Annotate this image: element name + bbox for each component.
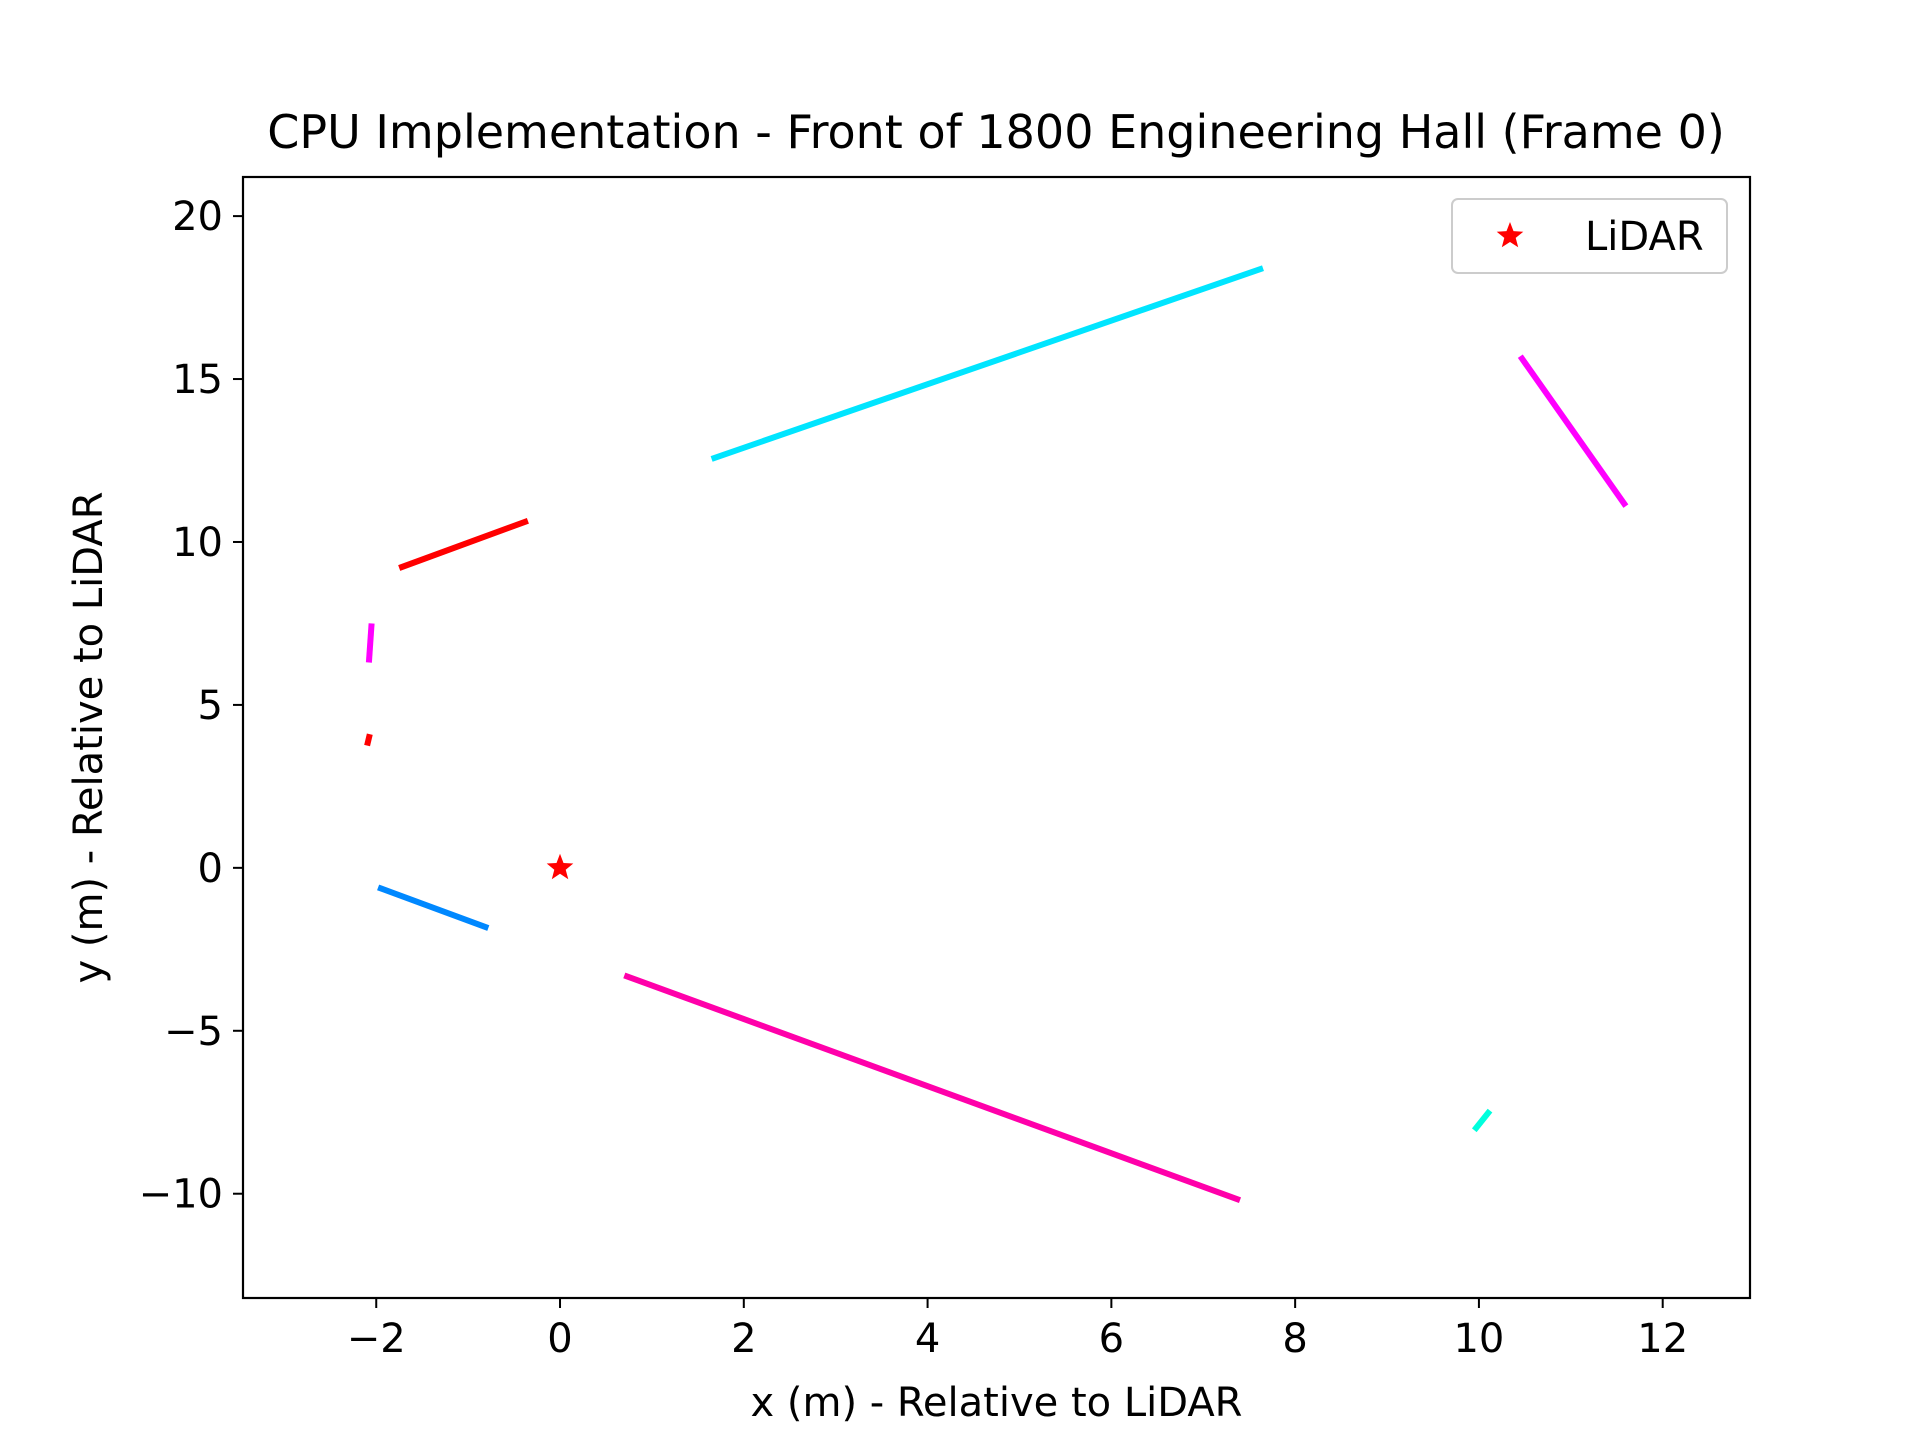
y-tick-label: −10 — [139, 1172, 223, 1218]
x-axis-ticks: −2 0 2 4 6 8 10 12 — [347, 1298, 1688, 1362]
x-tick-label: 4 — [915, 1316, 940, 1362]
line-segment-1 — [710, 265, 1264, 462]
legend: LiDAR — [1451, 198, 1728, 274]
plot-frame — [241, 175, 1752, 1300]
line-segment-5 — [364, 733, 373, 747]
y-tick-label: 10 — [172, 520, 223, 566]
line-segment-4 — [365, 623, 375, 663]
x-tick-label: 10 — [1453, 1316, 1504, 1362]
y-tick-label: 0 — [198, 846, 223, 892]
lidar-marker — [546, 853, 574, 880]
x-tick-label: 0 — [547, 1316, 572, 1362]
y-tick-label: −5 — [164, 1009, 223, 1055]
x-axis-label: x (m) - Relative to LiDAR — [751, 1380, 1243, 1426]
line-segment-8 — [1471, 1108, 1493, 1133]
x-tick-label: 6 — [1099, 1316, 1124, 1362]
legend-label: LiDAR — [1585, 214, 1704, 260]
data-segments — [364, 265, 1629, 1204]
y-axis-ticks: −10 −5 0 5 10 15 20 — [139, 194, 243, 1218]
legend-marker — [1496, 222, 1524, 248]
x-tick-label: −2 — [347, 1316, 406, 1362]
y-tick-label: 20 — [172, 194, 223, 240]
plot-background — [243, 177, 1750, 1298]
y-tick-label: 5 — [198, 683, 223, 729]
x-tick-label: 2 — [731, 1316, 756, 1362]
line-segment-3 — [398, 517, 529, 571]
line-segment-6 — [377, 884, 490, 931]
x-tick-label: 8 — [1282, 1316, 1307, 1362]
chart-title: CPU Implementation - Front of 1800 Engin… — [267, 105, 1725, 159]
line-segment-7 — [623, 972, 1242, 1204]
y-tick-label: 15 — [172, 357, 223, 403]
line-segment-2 — [1517, 354, 1629, 508]
legend-box — [1451, 198, 1728, 274]
y-axis-label: y (m) - Relative to LiDAR — [66, 492, 112, 984]
x-tick-label: 12 — [1637, 1316, 1688, 1362]
data-markers — [546, 853, 574, 880]
